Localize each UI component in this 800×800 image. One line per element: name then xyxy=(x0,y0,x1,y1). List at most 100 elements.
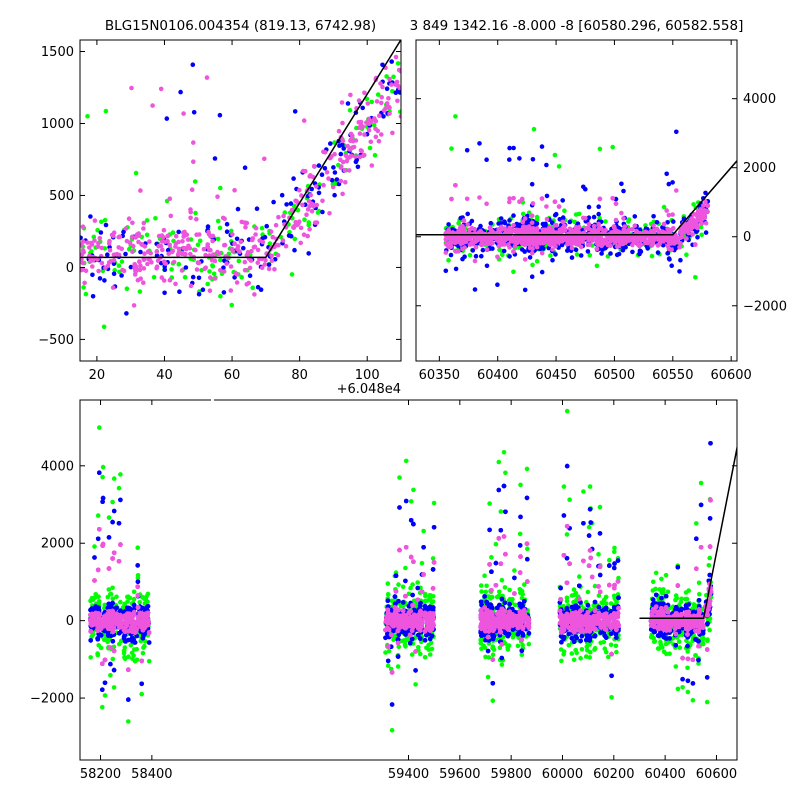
point-green xyxy=(520,642,525,648)
point-pink xyxy=(342,168,348,173)
point-pink xyxy=(695,209,701,214)
point-pink xyxy=(298,240,304,246)
point-blue xyxy=(328,141,333,146)
point-blue xyxy=(448,252,454,258)
point-green xyxy=(391,637,396,643)
point-pink xyxy=(380,84,385,90)
point-pink xyxy=(141,226,146,231)
point-pink xyxy=(196,260,202,266)
point-blue xyxy=(102,278,107,283)
point-blue xyxy=(90,294,96,299)
point-green xyxy=(561,652,566,657)
point-green xyxy=(483,589,489,595)
point-pink xyxy=(669,227,674,233)
point-pink xyxy=(453,183,458,188)
point-pink xyxy=(379,100,384,106)
point-green xyxy=(282,210,288,215)
point-pink xyxy=(522,257,528,262)
point-pink xyxy=(250,236,256,241)
point-green xyxy=(571,587,577,592)
point-pink xyxy=(252,244,258,250)
point-green xyxy=(131,589,137,595)
point-blue xyxy=(586,204,592,210)
point-pink xyxy=(541,240,546,246)
point-pink xyxy=(374,99,380,104)
point-green xyxy=(658,642,664,647)
point-green xyxy=(400,584,406,590)
point-pink xyxy=(188,251,193,257)
point-pink xyxy=(276,214,281,220)
point-green xyxy=(453,114,458,119)
point-green xyxy=(139,691,144,697)
point-blue xyxy=(511,145,516,151)
point-green xyxy=(95,227,100,233)
point-green xyxy=(573,647,578,653)
point-green xyxy=(493,541,499,547)
point-pink xyxy=(347,168,352,173)
point-pink xyxy=(568,227,574,233)
point-green xyxy=(693,275,698,280)
point-green xyxy=(99,219,104,225)
point-blue xyxy=(524,220,530,225)
point-green xyxy=(663,641,669,647)
point-blue xyxy=(529,181,535,187)
point-green xyxy=(114,594,119,600)
point-green xyxy=(552,152,558,158)
point-green xyxy=(83,291,89,297)
point-blue xyxy=(651,214,656,219)
series-blue xyxy=(88,441,714,707)
point-pink xyxy=(520,219,526,225)
point-pink xyxy=(507,199,512,205)
point-blue xyxy=(519,247,525,252)
point-pink xyxy=(393,54,399,60)
point-pink xyxy=(255,260,261,266)
point-green xyxy=(586,524,592,530)
x-tick-label: 60350 xyxy=(419,368,460,383)
point-blue xyxy=(666,181,672,187)
point-green xyxy=(410,582,415,587)
point-green xyxy=(659,576,664,582)
point-pink xyxy=(678,235,683,240)
point-green xyxy=(556,164,562,169)
plot-area xyxy=(88,408,737,733)
point-pink xyxy=(218,267,223,273)
point-pink xyxy=(464,196,470,202)
point-pink xyxy=(461,228,467,233)
point-green xyxy=(564,598,570,604)
point-pink xyxy=(150,103,155,108)
point-blue xyxy=(507,254,512,259)
point-pink xyxy=(358,123,364,128)
point-blue xyxy=(338,151,344,157)
point-green xyxy=(210,263,215,268)
point-blue xyxy=(460,256,465,262)
point-blue xyxy=(384,86,390,91)
point-pink xyxy=(326,176,331,181)
point-green xyxy=(100,474,105,480)
point-green xyxy=(685,689,691,695)
point-green xyxy=(676,639,682,644)
point-green xyxy=(395,664,401,669)
point-pink xyxy=(137,259,142,264)
point-blue xyxy=(488,220,494,226)
point-pink xyxy=(530,238,536,244)
point-green xyxy=(558,647,564,652)
point-pink xyxy=(666,212,672,218)
point-blue xyxy=(393,90,399,95)
point-green xyxy=(418,651,423,657)
point-pink xyxy=(311,163,317,169)
point-pink xyxy=(263,257,268,263)
point-blue xyxy=(496,221,501,226)
point-pink xyxy=(650,229,656,235)
point-blue xyxy=(660,242,666,248)
point-pink xyxy=(387,105,392,110)
point-blue xyxy=(380,62,385,68)
point-green xyxy=(520,211,526,217)
point-blue xyxy=(596,204,601,209)
point-green xyxy=(102,693,108,698)
point-blue xyxy=(534,221,540,226)
point-green xyxy=(112,268,117,273)
point-pink xyxy=(281,213,286,219)
point-pink xyxy=(129,85,134,91)
point-green xyxy=(675,686,681,692)
point-green xyxy=(673,593,679,598)
